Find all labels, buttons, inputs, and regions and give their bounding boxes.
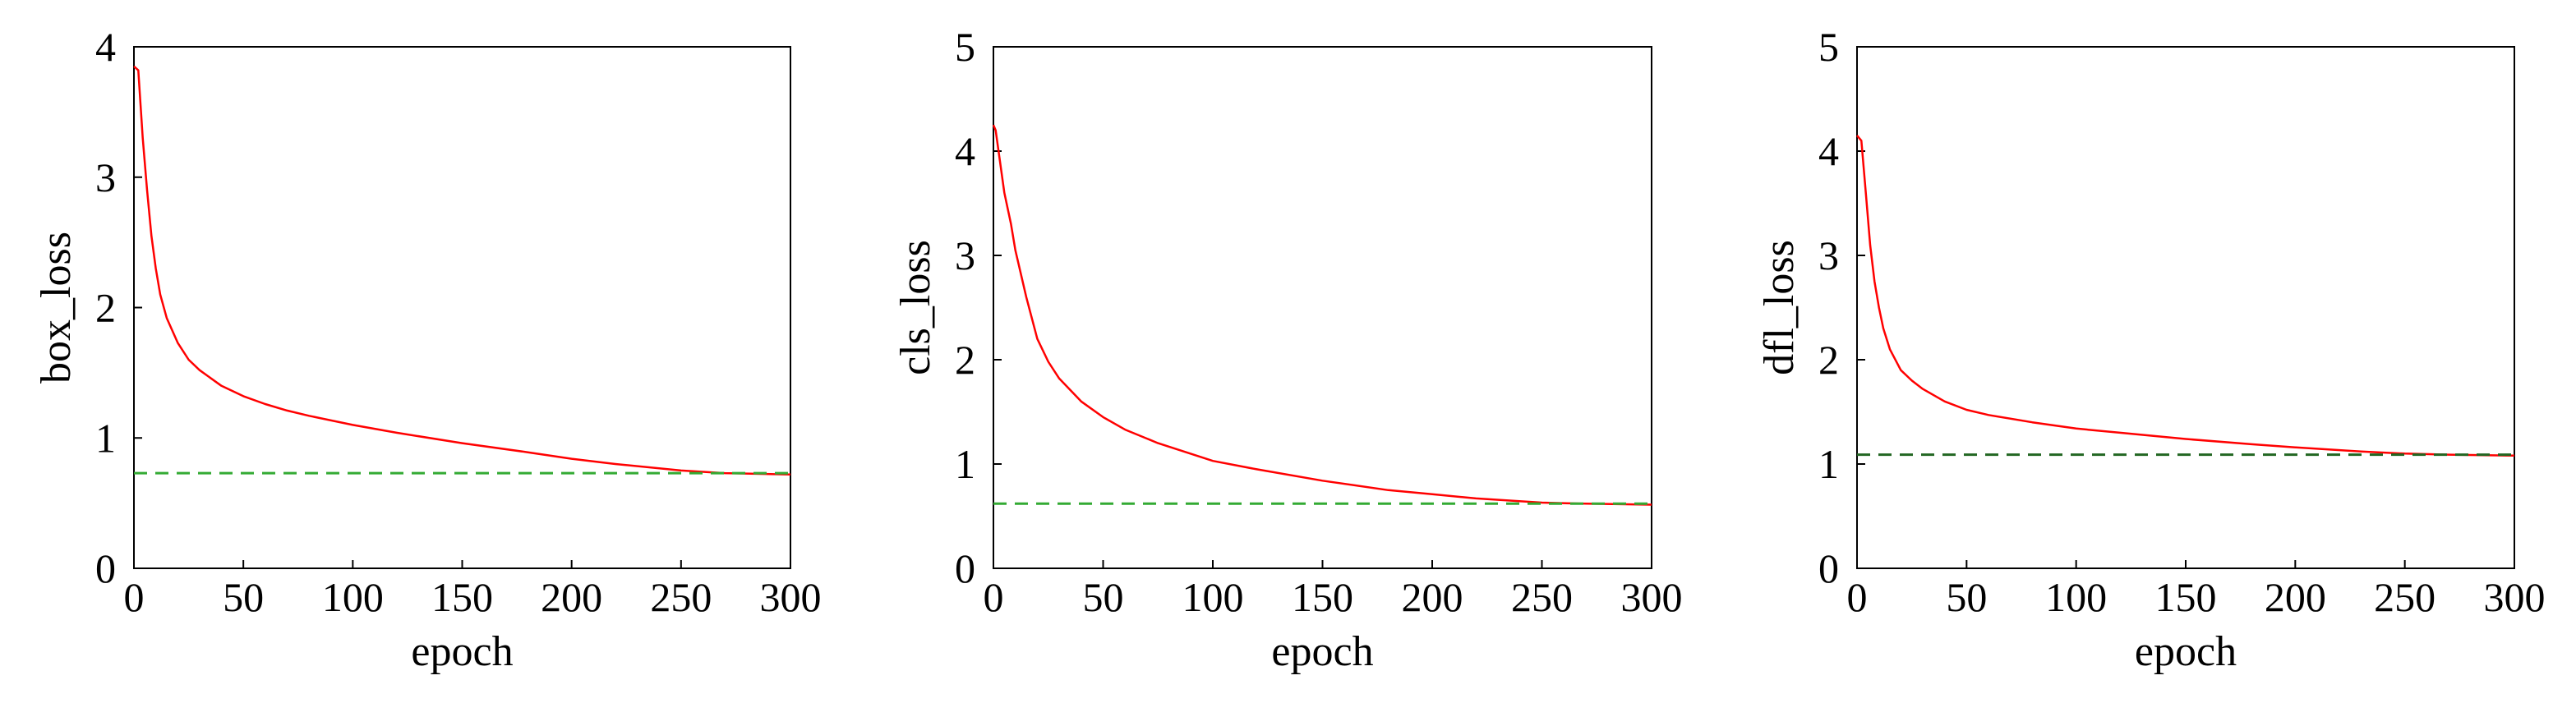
cls-loss-y-tick-label: 2: [955, 337, 975, 383]
cls-loss-x-tick-label: 300: [1621, 574, 1683, 620]
cls-loss-y-axis-label: cls_loss: [892, 240, 939, 375]
dfl-loss-y-tick-label: 4: [1818, 128, 1839, 174]
dfl-loss-plot-frame: [1856, 46, 2515, 569]
cls-loss-x-tick-label: 200: [1402, 574, 1463, 620]
cls-loss-training-curve: [992, 124, 1652, 506]
box-loss-y-tick-label: 1: [95, 415, 116, 461]
dfl-loss-y-tick-label: 2: [1818, 337, 1839, 383]
box-loss-plot-frame: [133, 46, 791, 569]
box-loss-x-axis-label: epoch: [411, 628, 513, 675]
cls-loss-plot-frame: [993, 46, 1652, 569]
box-loss-x-tick-label: 100: [322, 574, 384, 620]
dfl-loss-x-tick-label: 100: [2045, 574, 2107, 620]
cls-loss-y-tick-label: 1: [955, 441, 975, 487]
dfl-loss-y-tick-label: 0: [1818, 545, 1839, 591]
dfl-loss-training-curve: [1856, 135, 2515, 457]
cls-loss-y-tick-label: 0: [955, 545, 975, 591]
cls-loss-y-tick-label: 5: [955, 24, 975, 70]
cls-loss-y-tick-label: 4: [955, 128, 975, 174]
box-loss-training-curve: [133, 65, 791, 476]
box-loss-x-tick-label: 50: [223, 574, 264, 620]
dfl-loss-y-tick-label: 5: [1818, 24, 1839, 70]
cls-loss-y-tick-label: 3: [955, 232, 975, 278]
box-loss-y-tick-label: 2: [95, 285, 116, 331]
box-loss-x-tick-label: 150: [431, 574, 493, 620]
box-loss-x-tick-label: 300: [760, 574, 822, 620]
dfl-loss-x-tick-label: 0: [1847, 574, 1868, 620]
cls-loss-panel: 0 50 100 150 200 250 300 0 1 2 3 4 5 epoch cls_loss: [892, 24, 1683, 675]
cls-loss-x-tick-label: 150: [1292, 574, 1353, 620]
box-loss-y-tick-label: 3: [95, 154, 116, 200]
cls-loss-x-axis-label: epoch: [1271, 628, 1373, 675]
dfl-loss-x-tick-label: 50: [1946, 574, 1987, 620]
cls-loss-x-tick-label: 0: [984, 574, 1004, 620]
dfl-loss-x-tick-label: 200: [2265, 574, 2326, 620]
cls-loss-x-tick-label: 50: [1083, 574, 1124, 620]
dfl-loss-y-tick-label: 3: [1818, 232, 1839, 278]
dfl-loss-x-tick-label: 150: [2155, 574, 2217, 620]
dfl-loss-y-axis-label: dfl_loss: [1756, 240, 1803, 375]
box-loss-x-tick-label: 250: [650, 574, 712, 620]
box-loss-y-axis-label: box_loss: [33, 232, 80, 384]
dfl-loss-x-tick-label: 250: [2374, 574, 2435, 620]
box-loss-x-tick-label: 0: [124, 574, 145, 620]
dfl-loss-panel: 0 50 100 150 200 250 300 0 1 2 3 4 5 epoch dfl_loss: [1756, 24, 2546, 675]
dfl-loss-x-tick-label: 300: [2484, 574, 2546, 620]
cls-loss-x-tick-label: 100: [1182, 574, 1244, 620]
box-loss-x-tick-label: 200: [541, 574, 602, 620]
box-loss-y-tick-label: 4: [95, 24, 116, 70]
cls-loss-x-tick-label: 250: [1511, 574, 1573, 620]
dfl-loss-x-axis-label: epoch: [2135, 628, 2237, 675]
dfl-loss-y-tick-label: 1: [1818, 441, 1839, 487]
box-loss-panel: 0 50 100 150 200 250 300 0 1 2 3 4 epoch box_loss: [33, 24, 822, 675]
box-loss-y-tick-label: 0: [95, 545, 116, 591]
